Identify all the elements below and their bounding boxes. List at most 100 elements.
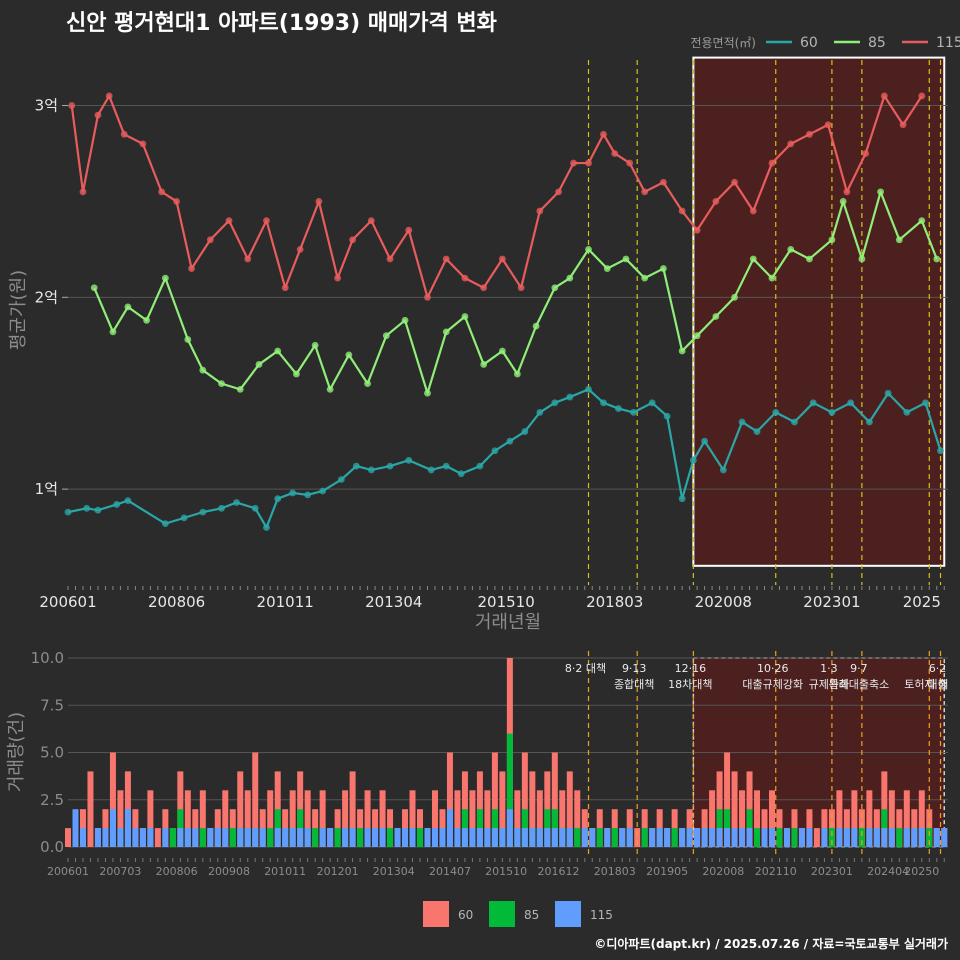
bar-115 (933, 828, 940, 847)
policy-label: 규제완화 (809, 678, 849, 691)
legend-label-60: 60 (800, 35, 818, 51)
bar-60 (252, 752, 259, 847)
bar-85 (828, 828, 835, 847)
bar-115 (439, 828, 446, 847)
y-tick-label: 2억 (35, 288, 58, 306)
chart-title: 신안 평거현대1 아파트(1993) 매매가격 변화 (66, 11, 497, 36)
bar-60 (454, 790, 461, 847)
bottom-x-tick-label: 201011 (264, 865, 306, 878)
bar-115 (117, 828, 124, 847)
bar-115 (806, 828, 813, 847)
bar-115 (289, 828, 296, 847)
top-y-axis-title: 평균가(원) (8, 270, 29, 350)
policy-label: 토허제 해 (904, 677, 948, 691)
bottom-x-tick-label: 200601 (47, 865, 89, 878)
bar-60 (154, 828, 161, 847)
bar-85 (334, 828, 341, 847)
bottom-x-tick-label: 200703 (99, 865, 141, 878)
bar-115 (394, 828, 401, 847)
bar-85 (896, 828, 903, 847)
y-tick-label: 1억 (35, 480, 58, 498)
bar-85 (387, 828, 394, 847)
bar-60 (491, 752, 498, 847)
bar-60 (267, 790, 274, 847)
bottom-x-tick-label: 202404 (867, 865, 909, 878)
legend-title: 전용면적(㎡) (690, 36, 756, 50)
bar-85 (776, 828, 783, 847)
bottom-x-tick-label: 201201 (317, 865, 359, 878)
bar-115 (192, 828, 199, 847)
bar-115 (252, 828, 259, 847)
bar-60 (199, 790, 206, 847)
bottom-x-tick-label: 201304 (373, 865, 415, 878)
bar-115 (132, 828, 139, 847)
bar-115 (274, 828, 281, 847)
caption: ©디아파트(dapt.kr) / 2025.07.26 / 자료=국토교통부 실… (594, 936, 948, 951)
bar-115 (484, 828, 491, 847)
bar-60 (244, 790, 251, 847)
bar-85 (671, 828, 678, 847)
bottom-x-tick-label: 202110 (755, 865, 797, 878)
bottom-y-tick-label: 5.0 (40, 744, 64, 762)
bar-60 (754, 790, 761, 847)
bar-60 (903, 790, 910, 847)
bar-60 (836, 790, 843, 847)
bar-60 (514, 790, 521, 847)
bar-115 (716, 828, 723, 847)
bar-85 (267, 828, 274, 847)
x-tick-label: 201304 (365, 593, 422, 611)
bar-60 (446, 752, 453, 847)
bar-115 (589, 828, 596, 847)
bar-115 (881, 828, 888, 847)
legend-label-85: 85 (868, 35, 886, 51)
bar-115 (372, 828, 379, 847)
bar-60 (536, 790, 543, 847)
bar-115 (761, 828, 768, 847)
bar-115 (177, 828, 184, 847)
bar-115 (536, 828, 543, 847)
bar-60 (484, 790, 491, 847)
bar-60 (731, 771, 738, 847)
policy-label: 종합대책 (614, 678, 654, 691)
bar-115 (724, 828, 731, 847)
top-y-ticks: 1억 2억 3억 (35, 97, 68, 498)
bar-60 (769, 790, 775, 847)
bar-115 (873, 828, 880, 847)
policy-label: 9·13 (622, 662, 647, 675)
bottom-x-tick-label: 202301 (811, 865, 853, 878)
bar-60 (739, 790, 746, 847)
policy-label: 대출 (927, 678, 947, 691)
top-series-lines (67, 94, 942, 529)
bar-85 (791, 828, 798, 847)
bar-60 (109, 752, 116, 847)
x-tick-label: 201803 (586, 593, 643, 611)
bar-115 (918, 828, 925, 847)
bar-115 (783, 828, 790, 847)
bar-60 (529, 771, 536, 847)
bar-60 (574, 790, 581, 847)
bar-60 (709, 790, 716, 847)
top-policy-lines (587, 60, 942, 585)
bar-85 (506, 733, 513, 847)
bar-115 (424, 828, 431, 847)
bar-85 (641, 828, 648, 847)
bar-85 (611, 828, 618, 847)
bar-115 (514, 828, 521, 847)
bar-115 (72, 809, 79, 847)
bar-60 (349, 771, 356, 847)
bar-60 (304, 790, 311, 847)
bottom-legend-label-115: 115 (590, 908, 613, 922)
policy-label: 12·16 (675, 662, 707, 675)
bar-115 (79, 828, 86, 847)
series-line-60 (67, 388, 942, 529)
bar-115 (941, 828, 948, 847)
bar-115 (694, 828, 701, 847)
x-tick-label: 201011 (257, 593, 314, 611)
policy-label: 10·26 (757, 662, 789, 675)
bar-60 (566, 771, 573, 847)
bar-60 (724, 752, 731, 847)
bar-115 (319, 828, 326, 847)
bottom-x-tick-label: 201803 (594, 865, 636, 878)
